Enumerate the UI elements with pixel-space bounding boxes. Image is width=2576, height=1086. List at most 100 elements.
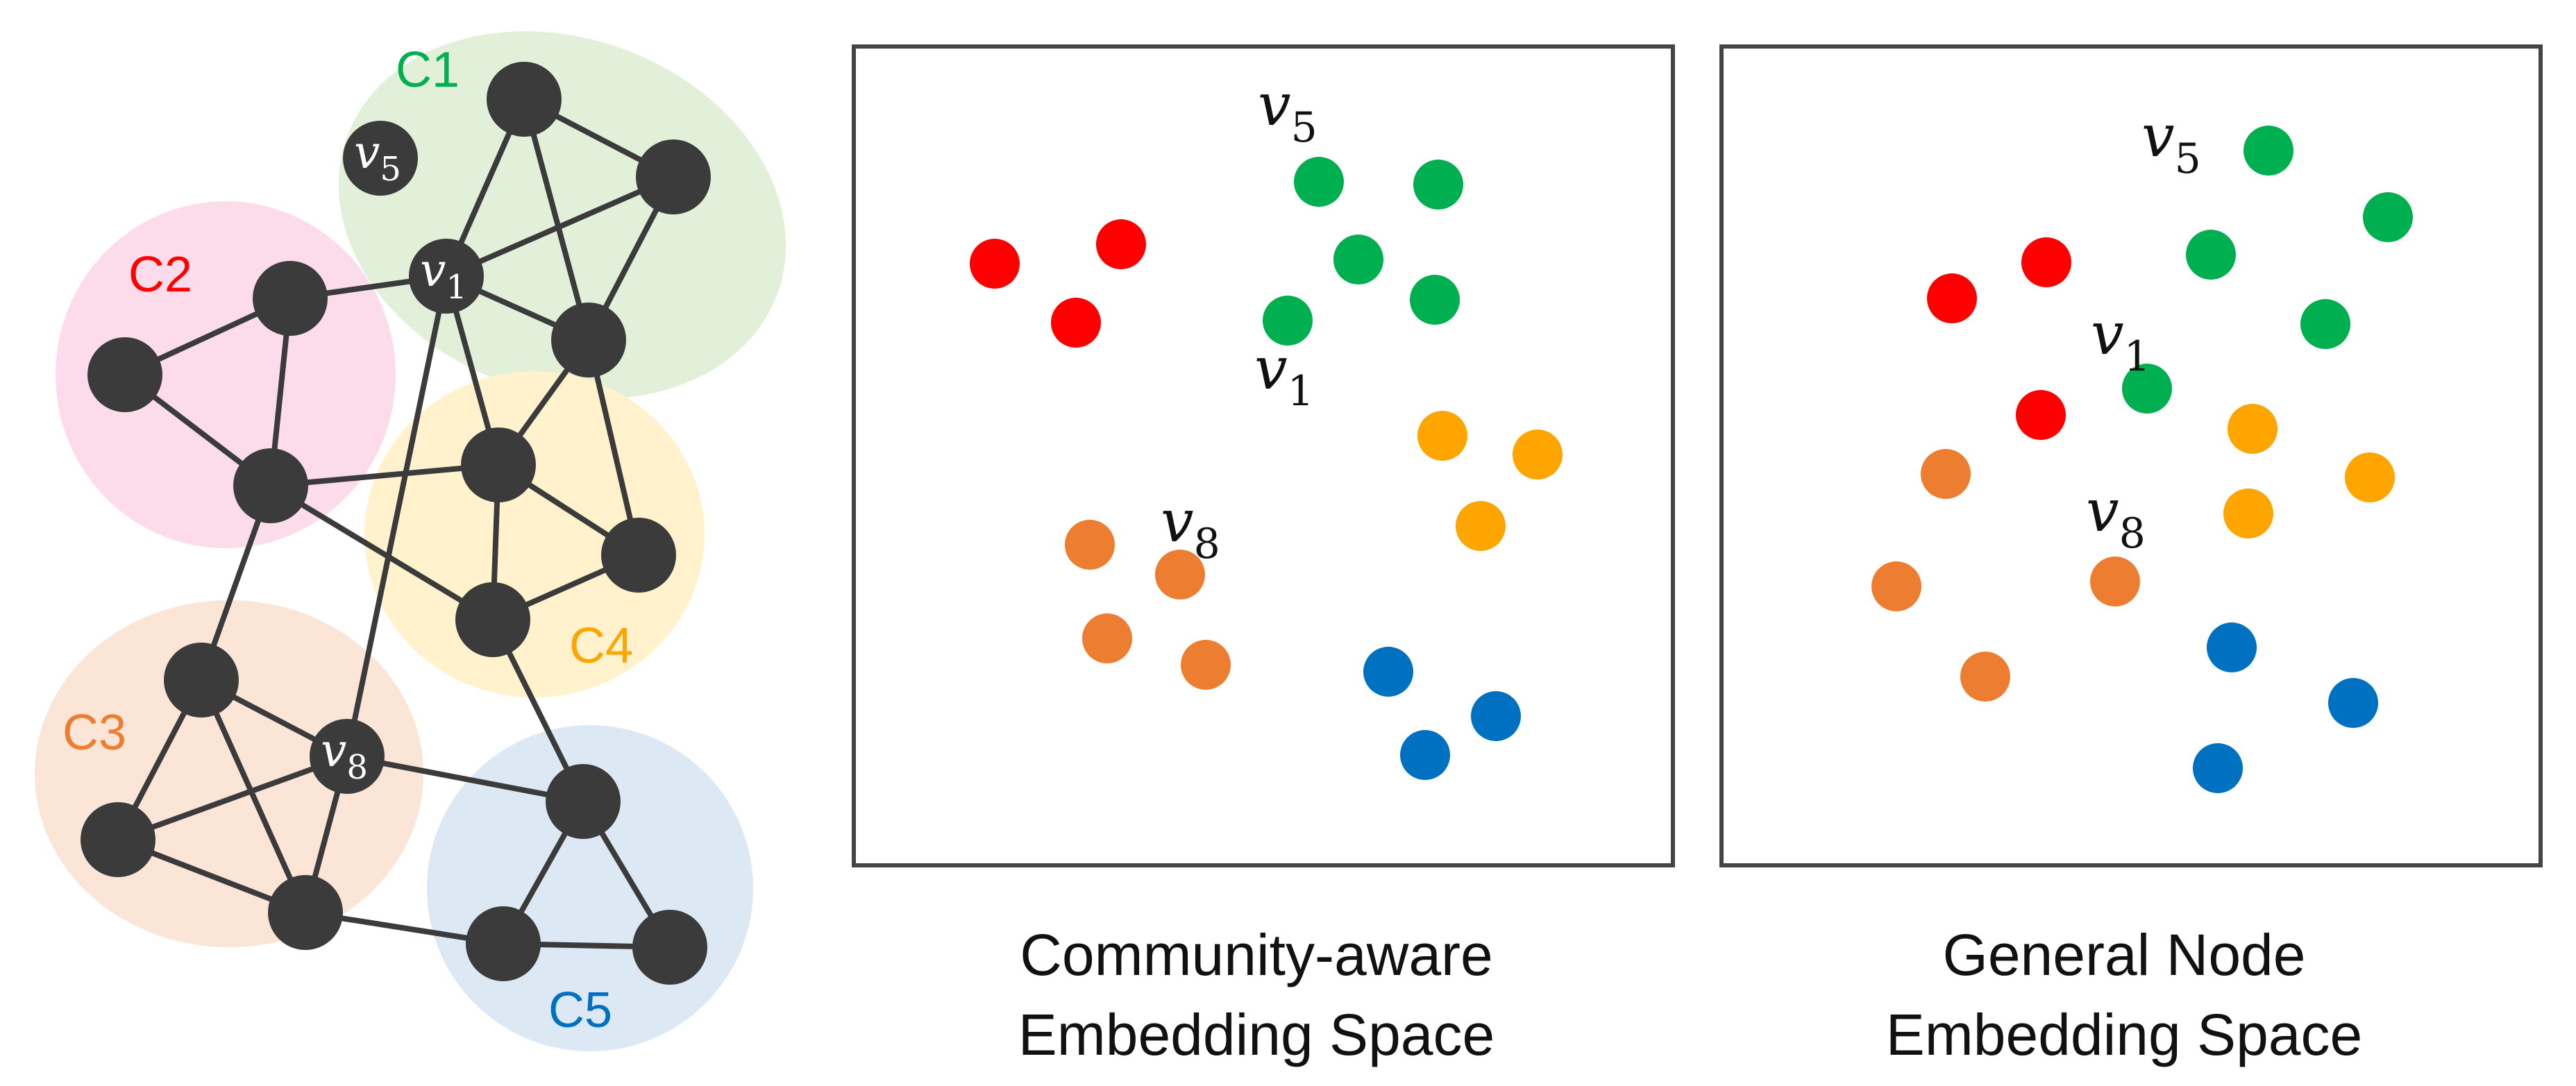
general-point-c5 [2207,622,2257,672]
general-label-v1-subscript: 1 [2124,332,2150,381]
community-label-c5: C5 [548,983,612,1038]
graph-node [487,62,562,137]
community-aware-point-c1 [1294,157,1344,207]
community-aware-point-c5 [1471,691,1521,741]
graph-node-v1 [409,239,484,314]
community-label-c4: C4 [569,618,633,674]
general-label-v5-subscript: 5 [2175,135,2201,183]
community-aware-point-c4 [1513,430,1563,480]
general-point-c3 [2090,557,2140,606]
graph-node [268,875,343,950]
general-label-v1-symbol: v [2091,300,2123,368]
community-region-c4 [364,371,705,697]
graph-edge [199,679,308,914]
general-point-c1 [2363,192,2413,242]
community-label-c2: C2 [128,247,192,303]
graph-node-label-v1-symbol: v [420,244,446,297]
general-point-c4 [2228,404,2278,454]
graph-node-label-v5: v5 [354,126,401,189]
graph-node [466,906,541,981]
community-aware-point-c3 [1065,520,1115,570]
community-aware-label-v1-subscript: 1 [1288,367,1314,416]
community-aware-point-c3 [1082,613,1132,663]
community-aware-label-v1: v1 [1254,334,1314,416]
community-label-c3: C3 [62,705,126,761]
general-point-c1 [2300,299,2350,349]
community-aware-point-c2 [1096,219,1146,269]
general-point-c1 [2244,126,2293,176]
community-aware-point-c1 [1410,275,1460,325]
community-aware-point-c3 [1155,550,1205,600]
community-aware-point-c5 [1400,730,1450,780]
graph-node [461,427,536,502]
general-point-c2 [2016,390,2066,440]
general-point-c1 [2186,230,2236,280]
general-point-c4 [2223,489,2273,538]
general-point-c1 [2122,364,2172,414]
community-aware-label-v5-subscript: 5 [1291,103,1318,152]
graph-node [455,582,530,657]
community-aware-label-v5: v5 [1258,71,1318,152]
general-point-c3 [1921,449,1971,499]
general-caption-line1: General Node [1943,922,2306,987]
graph-node-v5 [343,121,418,196]
graph-node-label-v8-symbol: v [321,724,346,777]
community-aware-point-c2 [970,239,1020,289]
graph-node [164,643,239,718]
community-aware-points [970,157,1563,780]
graph-node-label-v8: v8 [321,724,368,787]
general-label-v5-symbol: v [2141,102,2174,170]
community-aware-point-c4 [1417,411,1467,461]
graph-node [601,518,676,593]
general-points [1871,126,2413,793]
community-aware-point-c1 [1263,296,1313,346]
graph-node [81,802,155,877]
graph-edge [344,275,449,757]
community-aware-caption-line1: Community-aware [1020,922,1493,987]
graph-edge [445,174,675,279]
graph-node-label-v5-symbol: v [354,126,380,179]
general-label-v8-subscript: 8 [2119,509,2146,558]
community-aware-label-v8-symbol: v [1161,487,1193,555]
graph-node [636,139,711,214]
graph-edge [521,98,591,341]
general-label-v5: v5 [2141,102,2201,183]
general-panel-frame [1719,44,2543,867]
general-caption-line2: Embedding Space [1886,1002,2362,1067]
general-label-v1: v1 [2091,300,2150,381]
community-aware-point-c5 [1363,647,1413,697]
community-aware-point-c1 [1333,235,1383,285]
community-aware-label-v1-symbol: v [1254,334,1287,402]
graph-nodes [81,62,711,985]
graph-node [87,337,162,412]
general-point-c3 [1871,561,1921,611]
community-aware-point-c3 [1181,640,1231,690]
community-aware-caption-line2: Embedding Space [1018,1002,1495,1067]
community-aware-point-c2 [1051,298,1101,348]
graph-edge [117,754,348,842]
general-label-v8-symbol: v [2086,477,2119,545]
general-point-c4 [2345,452,2395,502]
graph-node-v8 [310,719,385,794]
community-aware-label-v5-symbol: v [1258,71,1290,139]
graph-edge [346,754,584,804]
graph-node [233,448,308,523]
general-point-c2 [1927,273,1977,323]
community-label-c1: C1 [396,42,460,98]
general-point-c5 [2328,678,2378,728]
graph-node [551,303,626,377]
community-regions [35,31,786,1051]
general-point-c5 [2193,743,2243,793]
graph-node-label-v8-subscript: 8 [346,748,368,787]
graph-node-label-v1-subscript: 1 [446,268,467,307]
community-aware-point-c1 [1413,160,1463,210]
graph-edge [269,483,495,622]
graph-edge [270,462,499,489]
community-aware-label-v8-subscript: 8 [1194,520,1220,568]
general-label-v8: v8 [2086,477,2146,558]
graph-node [546,764,621,839]
